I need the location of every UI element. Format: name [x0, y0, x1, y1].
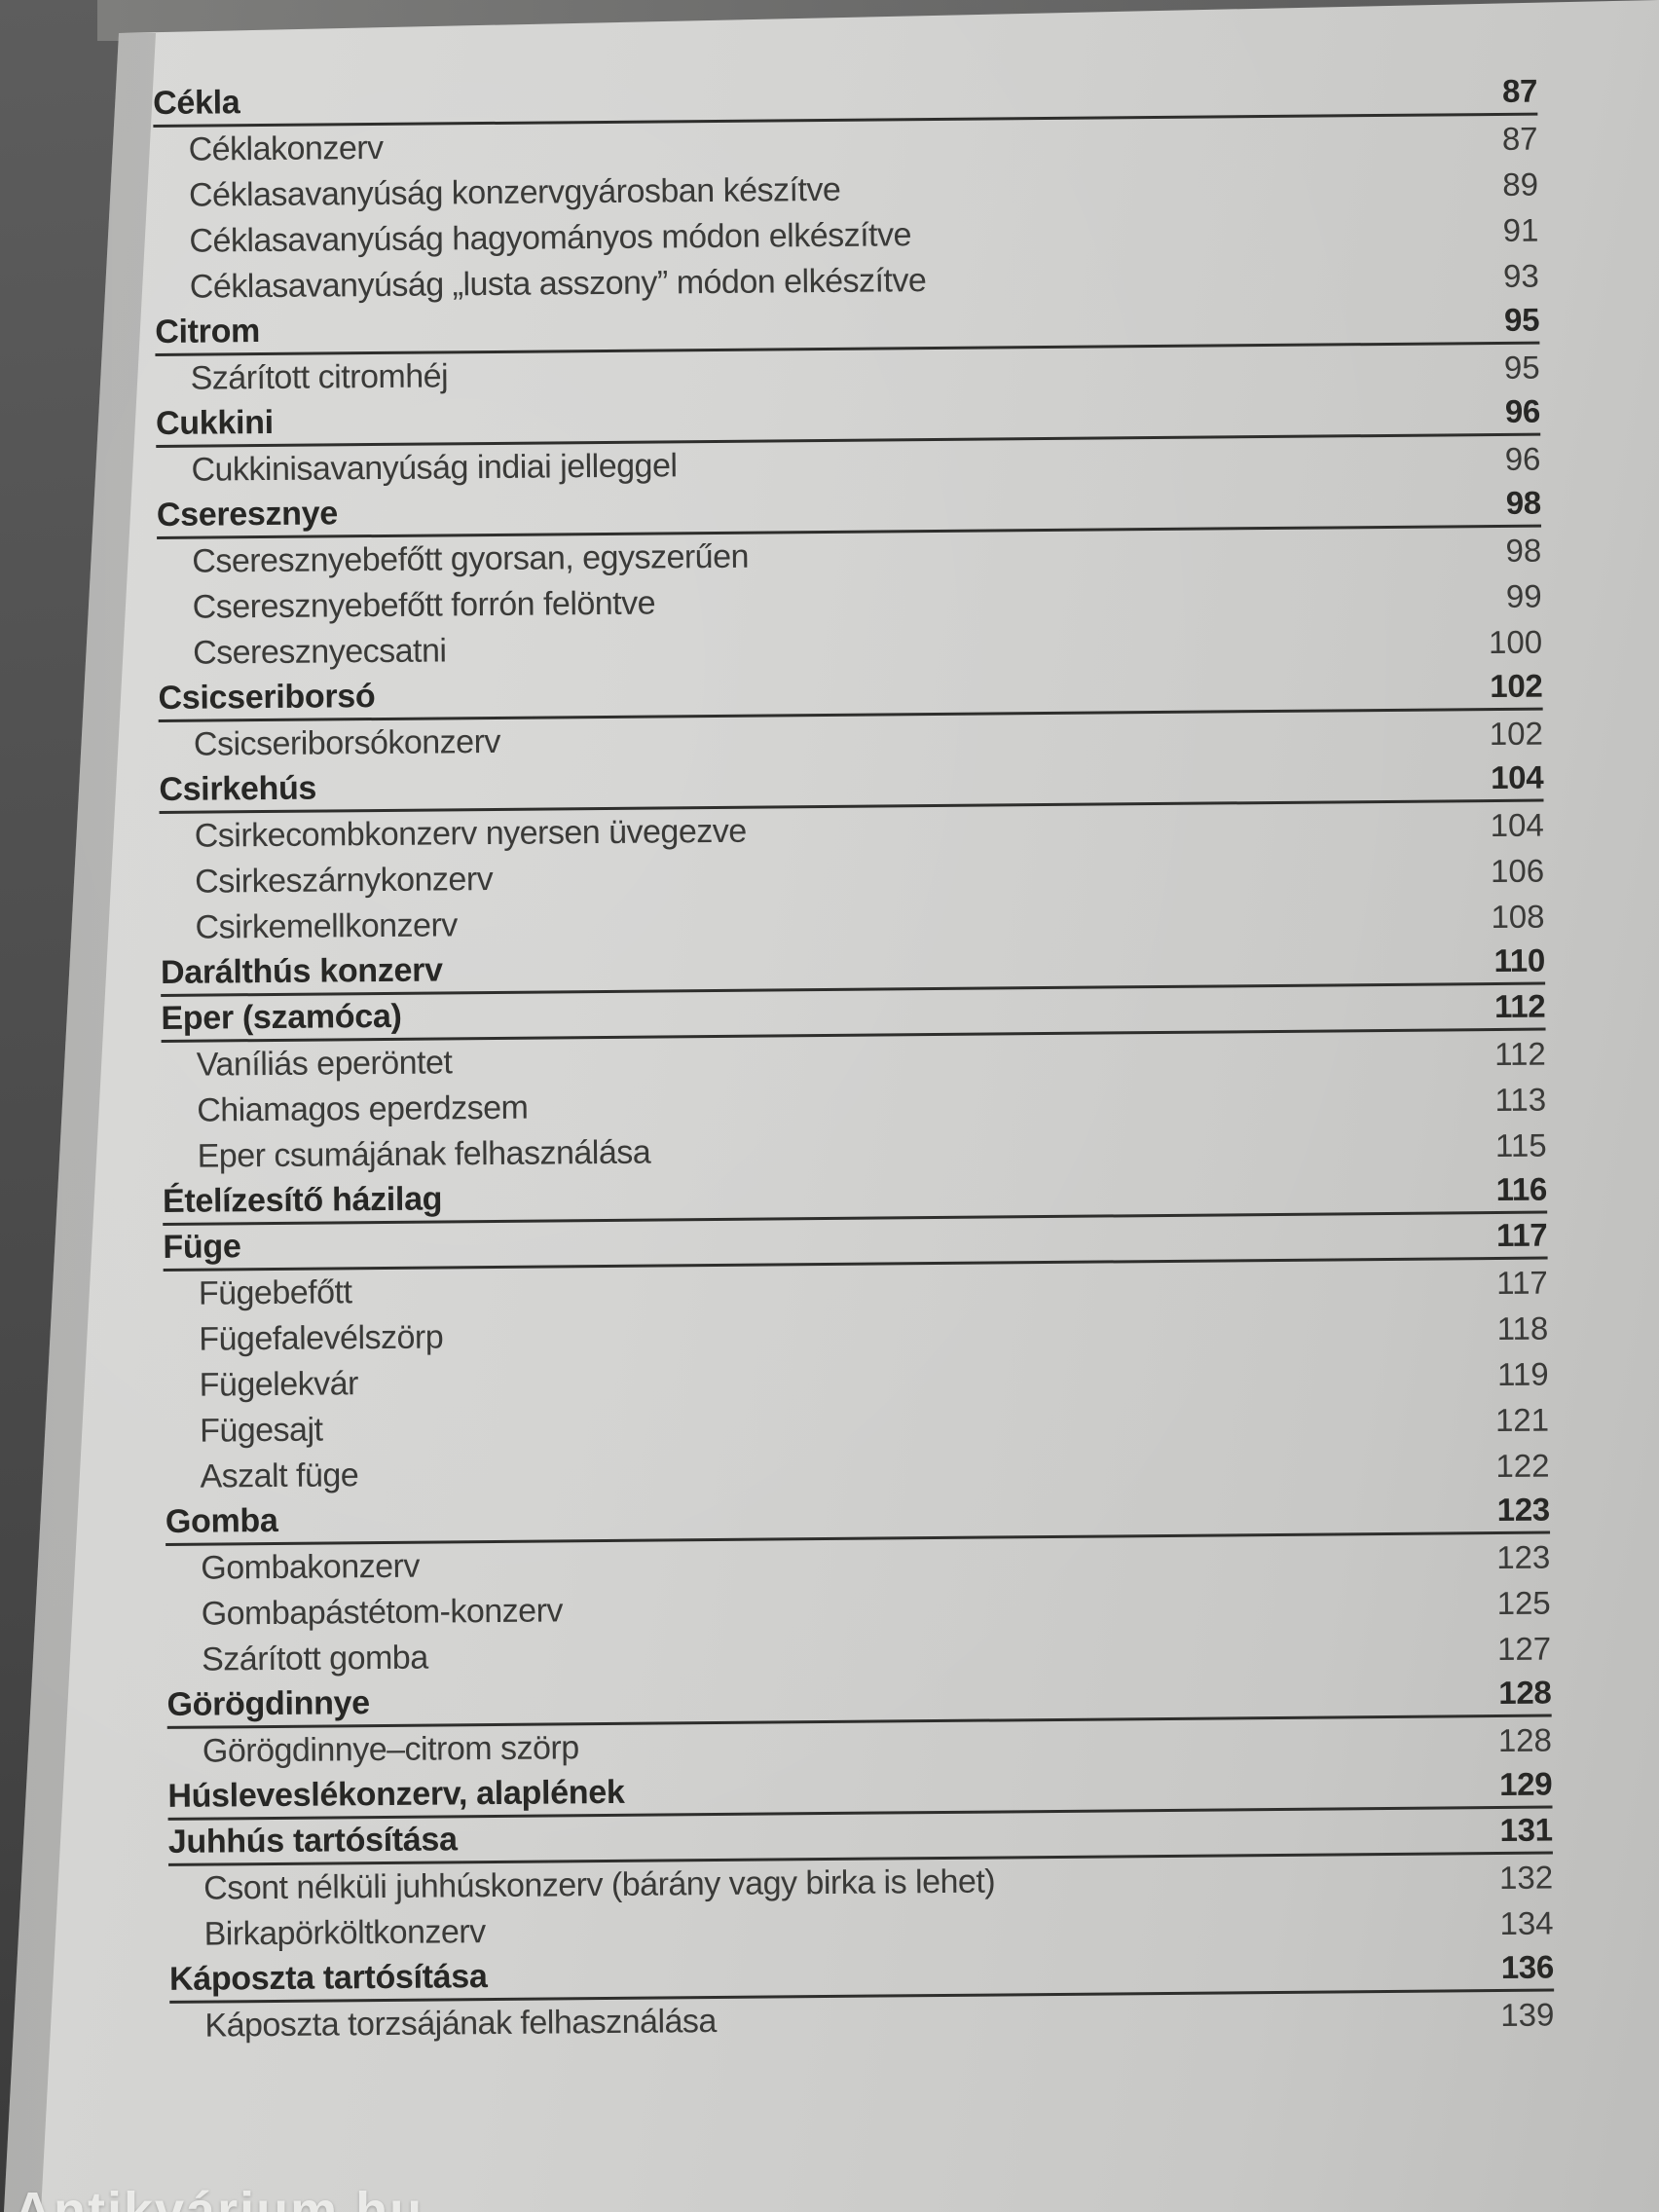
toc-entry-label: Fügebefőtt	[198, 1273, 352, 1312]
toc-entry-label: Fügefalevélszörp	[199, 1318, 444, 1358]
toc-entry-page: 93	[1502, 257, 1539, 294]
toc-entry-label: Eper csumájának felhasználása	[197, 1133, 651, 1175]
toc-entry-label: Csirkecombkonzerv nyersen üvegezve	[194, 812, 747, 855]
toc-entry-page: 132	[1498, 1859, 1554, 1896]
toc-entry-label: Ételízesítő házilag	[162, 1179, 443, 1220]
toc-entry-label: Szárított citromhéj	[190, 357, 449, 397]
toc-entry-page: 91	[1502, 211, 1539, 248]
toc-entry-label: Görögdinnye	[166, 1683, 370, 1723]
toc-entry-page: 102	[1489, 715, 1544, 752]
table-of-contents: Cékla 87 Céklakonzerv 87 Céklasavanyúság kon…	[153, 69, 1555, 2049]
toc-entry-label: Cukkini	[155, 403, 274, 442]
toc-entry-label: Káposzta tartósítása	[168, 1957, 488, 1998]
toc-entry-label: Fügelekvár	[199, 1365, 359, 1404]
toc-entry-page: 110	[1493, 941, 1546, 979]
toc-entry-label: Gombapástétom-konzerv	[201, 1592, 564, 1633]
toc-entry-page: 116	[1495, 1170, 1548, 1208]
toc-entry-page: 98	[1505, 484, 1541, 521]
toc-entry-label: Cseresznyebefőtt forrón felöntve	[192, 584, 656, 626]
toc-entry-label: Cukkinisavanyúság indiai jelleggel	[191, 447, 678, 489]
toc-entry-page: 99	[1505, 577, 1542, 614]
toc-entry-label: Cseresznyebefőtt gyorsan, egyszerűen	[192, 537, 750, 580]
toc-entry-page: 98	[1505, 532, 1542, 569]
toc-entry-page: 128	[1497, 1721, 1553, 1758]
toc-entry-page: 122	[1495, 1447, 1550, 1484]
toc-entry-label: Csicseriborsó	[158, 677, 376, 717]
toc-entry-page: 113	[1494, 1081, 1547, 1118]
toc-entry-label: Gomba	[165, 1501, 278, 1540]
toc-entry-label: Húsleveslékonzerv, alaplének	[167, 1773, 625, 1815]
toc-entry-page: 131	[1499, 1811, 1553, 1848]
toc-entry-page: 119	[1496, 1355, 1549, 1392]
toc-entry-page: 100	[1488, 623, 1543, 660]
toc-entry-label: Céklasavanyúság „lusta asszony” módon el…	[189, 262, 927, 306]
toc-entry-page: 115	[1494, 1126, 1547, 1163]
toc-entry-label: Káposzta torzsájának felhasználása	[204, 2003, 718, 2045]
toc-entry-label: Darálthús konzerv	[160, 950, 443, 991]
toc-entry-label: Csirkeszárnykonzerv	[195, 860, 494, 901]
toc-entry-page: 112	[1493, 987, 1546, 1025]
toc-entry-page: 87	[1501, 120, 1538, 157]
toc-entry-page: 127	[1496, 1630, 1552, 1667]
toc-entry-page: 117	[1496, 1264, 1548, 1301]
toc-entry-label: Csirkehús	[159, 769, 317, 808]
toc-entry-page: 123	[1496, 1491, 1551, 1529]
toc-entry-label: Cékla	[153, 83, 240, 122]
toc-entry-page: 118	[1496, 1309, 1549, 1346]
toc-entry-page: 102	[1490, 667, 1543, 705]
toc-entry-label: Vaníliás eperöntet	[196, 1044, 453, 1084]
toc-entry-label: Citrom	[155, 312, 261, 350]
toc-entry-label: Szárított gomba	[201, 1639, 428, 1678]
toc-entry-page: 136	[1500, 1948, 1555, 1985]
toc-entry-page: 121	[1494, 1401, 1550, 1438]
toc-entry-page: 134	[1499, 1904, 1554, 1941]
toc-entry-page: 129	[1498, 1765, 1553, 1802]
toc-entry-label: Csont nélküli juhhúskonzerv (bárány vagy…	[203, 1862, 996, 1907]
toc-entry-page: 104	[1490, 806, 1544, 843]
toc-entry-page: 95	[1503, 301, 1540, 338]
toc-entry-page: 95	[1503, 349, 1540, 386]
toc-entry-page: 108	[1491, 898, 1545, 935]
toc-entry-label: Céklakonzerv	[188, 129, 384, 168]
toc-entry-label: Juhhús tartósítása	[167, 1820, 458, 1861]
toc-entry-page: 117	[1495, 1216, 1548, 1254]
toc-entry-page: 96	[1504, 440, 1541, 477]
toc-entry-label: Birkapörköltkonzerv	[203, 1913, 486, 1953]
toc-entry-page: 106	[1490, 852, 1545, 889]
watermark: Antikvárium.hu	[14, 2182, 424, 2212]
toc-entry-page: 112	[1493, 1035, 1546, 1072]
toc-entry-page: 96	[1504, 392, 1541, 429]
toc-entry-label: Gombakonzerv	[201, 1547, 421, 1587]
toc-entry-label: Fügesajt	[199, 1411, 323, 1450]
toc-entry-page: 125	[1496, 1584, 1551, 1621]
toc-entry-page: 87	[1501, 72, 1538, 109]
toc-entry-label: Aszalt füge	[200, 1456, 359, 1495]
toc-entry-label: Cseresznyecsatni	[192, 632, 447, 672]
toc-entry-label: Céklasavanyúság hagyományos módon elkész…	[189, 216, 912, 260]
toc-entry-page: 139	[1500, 1996, 1555, 2033]
toc-entry-page: 104	[1490, 758, 1544, 796]
toc-entry-label: Cseresznye	[156, 494, 339, 534]
toc-entry-page: 123	[1496, 1538, 1551, 1575]
toc-entry-label: Csicseriborsókonzerv	[193, 722, 501, 763]
toc-entry-label: Görögdinnye–citrom szörp	[202, 1729, 579, 1770]
toc-entry-label: Chiamagos eperdzsem	[197, 1088, 529, 1129]
toc-entry-label: Füge	[163, 1227, 241, 1266]
toc-entry-page: 128	[1498, 1674, 1552, 1711]
toc-entry-page: 89	[1502, 166, 1539, 203]
toc-entry-label: Céklasavanyúság konzervgyárosban készítv…	[188, 170, 841, 214]
toc-entry-label: Csirkemellkonzerv	[195, 906, 458, 946]
toc-entry-label: Eper (szamóca)	[161, 997, 402, 1037]
